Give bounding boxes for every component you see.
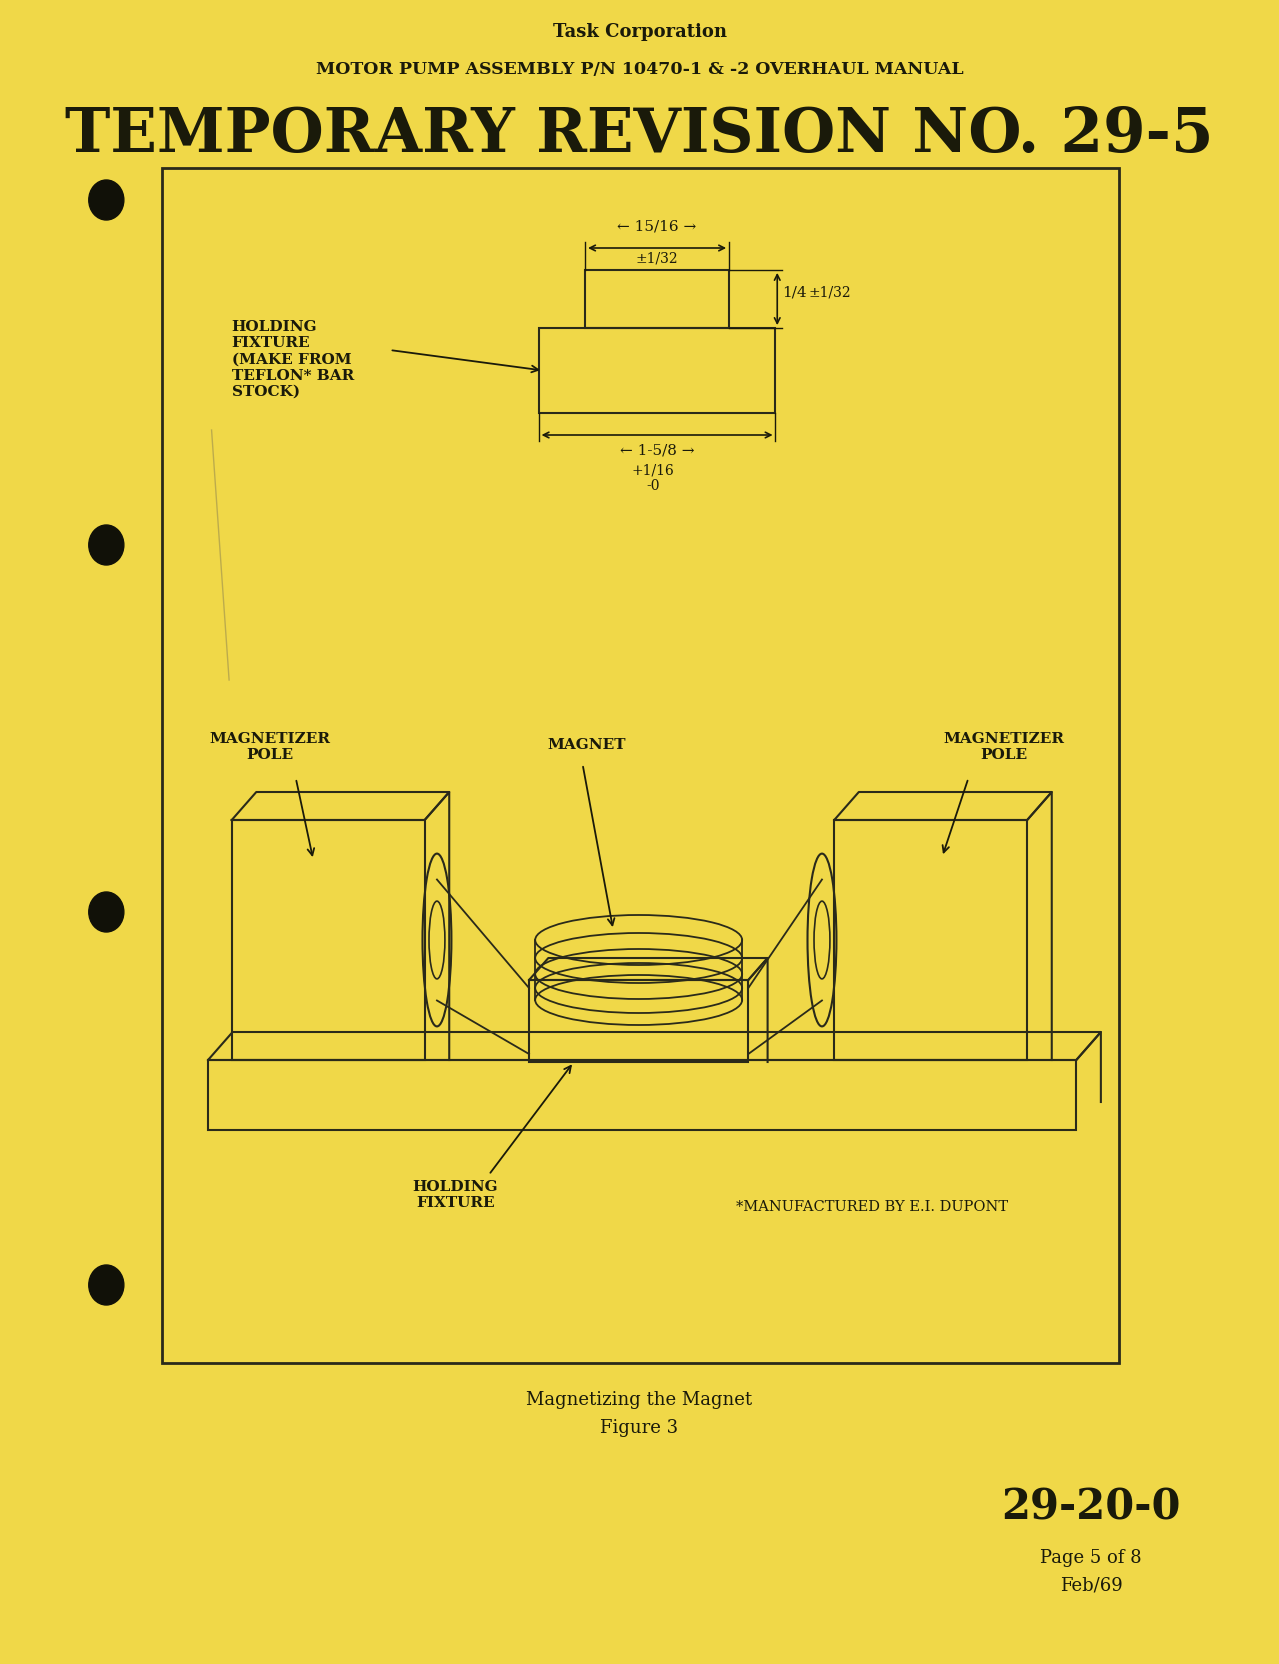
Text: MOTOR PUMP ASSEMBLY P/N 10470-1 & -2 OVERHAUL MANUAL: MOTOR PUMP ASSEMBLY P/N 10470-1 & -2 OVE… <box>316 62 963 78</box>
Bar <box>208 1060 1077 1130</box>
Circle shape <box>88 1265 124 1305</box>
Text: MAGNET: MAGNET <box>547 739 627 752</box>
Text: ±1/32: ±1/32 <box>636 251 678 265</box>
Bar <box>530 980 748 1062</box>
Text: Figure 3: Figure 3 <box>600 1419 679 1438</box>
Circle shape <box>88 526 124 566</box>
Text: Feb/69: Feb/69 <box>1060 1576 1123 1594</box>
Text: ← 1-5/8 →: ← 1-5/8 → <box>620 443 694 458</box>
Bar <box>161 168 1119 1363</box>
Circle shape <box>88 180 124 220</box>
Text: ← 15/16 →: ← 15/16 → <box>618 220 697 235</box>
Text: 1/4: 1/4 <box>783 286 807 300</box>
Bar <box>834 820 1027 1060</box>
Text: ±1/32: ±1/32 <box>808 286 852 300</box>
Text: +1/16
-0: +1/16 -0 <box>632 463 674 493</box>
Bar <box>586 270 729 328</box>
Text: Task Corporation: Task Corporation <box>553 23 726 42</box>
Text: Magnetizing the Magnet: Magnetizing the Magnet <box>527 1391 752 1409</box>
Text: HOLDING
FIXTURE
(MAKE FROM
TEFLON* BAR
STOCK): HOLDING FIXTURE (MAKE FROM TEFLON* BAR S… <box>231 319 354 399</box>
Text: TEMPORARY REVISION NO. 29-5: TEMPORARY REVISION NO. 29-5 <box>65 105 1214 165</box>
Bar <box>231 820 425 1060</box>
Text: MAGNETIZER
POLE: MAGNETIZER POLE <box>943 732 1064 762</box>
Bar <box>538 328 775 413</box>
Circle shape <box>88 892 124 932</box>
Text: HOLDING
FIXTURE: HOLDING FIXTURE <box>413 1180 499 1210</box>
Text: *MANUFACTURED BY E.I. DUPONT: *MANUFACTURED BY E.I. DUPONT <box>735 1200 1008 1215</box>
Text: MAGNETIZER
POLE: MAGNETIZER POLE <box>208 732 330 762</box>
Text: 29-20-0: 29-20-0 <box>1001 1488 1181 1529</box>
Text: Page 5 of 8: Page 5 of 8 <box>1040 1549 1142 1567</box>
